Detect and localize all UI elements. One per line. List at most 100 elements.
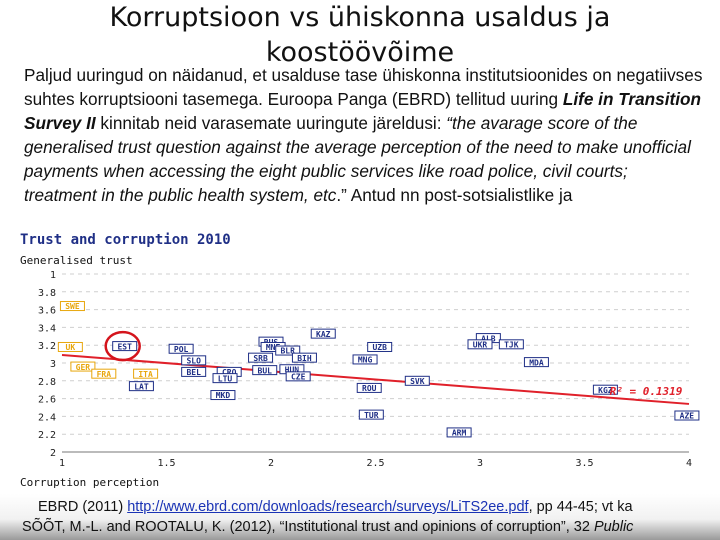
point-label: UK — [66, 343, 76, 352]
data-point-aze: AZE — [674, 410, 700, 421]
data-point-rou: ROU — [356, 382, 382, 393]
trendline — [61, 353, 690, 405]
data-point-bih: BIH — [291, 352, 317, 363]
point-marker — [91, 368, 117, 379]
data-point-blr: BLR — [275, 345, 301, 356]
point-marker — [467, 339, 493, 350]
y-tick-label: 2 — [50, 448, 56, 459]
point-label: UKR — [473, 341, 488, 350]
point-marker — [404, 375, 430, 386]
point-marker — [275, 345, 301, 356]
point-marker — [210, 390, 236, 401]
point-marker — [592, 384, 618, 395]
data-point-pol: POL — [168, 343, 194, 354]
point-marker — [291, 352, 317, 363]
data-point-tur: TUR — [358, 409, 384, 420]
trust-corruption-chart: Trust and corruption 2010 Generalised tr… — [20, 232, 700, 489]
data-point-fra: FRA — [91, 368, 117, 379]
point-label: UZB — [372, 343, 387, 352]
data-point-srb: SRB — [248, 352, 274, 363]
point-marker — [59, 301, 85, 312]
point-marker — [112, 341, 138, 352]
point-label: BIH — [297, 354, 312, 363]
body-paragraph: Paljud uuringud on näidanud, et usalduse… — [24, 63, 704, 207]
point-marker — [181, 366, 207, 377]
citation-line-2: SÕÕT, M.-L. and ROOTALU, K. (2012), “Ins… — [22, 516, 633, 538]
survey-name: Life in Transition Survey II — [24, 89, 701, 133]
point-label: MNG — [358, 356, 373, 365]
y-tick-label: 2.2 — [38, 430, 56, 441]
data-point-bul: BUL — [252, 365, 278, 376]
point-label: POL — [174, 345, 189, 354]
data-point-est: EST — [104, 330, 141, 362]
citation-prefix: EBRD (2011) — [38, 499, 128, 515]
point-label: HUN — [285, 365, 300, 374]
point-label: ALB — [481, 334, 496, 343]
footer-citation: EBRD (2011) http://www.ebrd.com/download… — [0, 494, 720, 540]
point-label: TJK — [504, 341, 519, 350]
data-point-ger: GER — [70, 361, 96, 372]
point-label: LAT — [134, 382, 149, 391]
data-point-mng: MNG — [352, 354, 378, 365]
point-marker — [181, 355, 207, 366]
point-marker — [285, 371, 311, 382]
citation-journal: Public — [593, 519, 634, 535]
point-label: GER — [76, 363, 91, 372]
point-marker — [310, 328, 336, 339]
highlight-circle — [104, 330, 141, 362]
data-point-ltu: LTU — [212, 373, 238, 383]
point-marker — [498, 339, 524, 350]
data-point-arm: ARM — [446, 427, 472, 438]
data-point-kaz: KAZ — [310, 328, 336, 339]
x-tick-label: 2.5 — [366, 458, 384, 469]
point-marker — [446, 427, 472, 438]
point-marker — [367, 341, 393, 352]
point-marker — [133, 368, 159, 379]
chart-title: Trust and corruption 2010 — [20, 232, 231, 248]
data-point-lat: LAT — [128, 381, 154, 392]
point-label: LTU — [218, 374, 233, 383]
point-marker — [128, 381, 154, 392]
point-label: ITA — [138, 370, 153, 379]
survey-quote: “the avarage score of the generalised tr… — [24, 113, 691, 205]
para-intro: Paljud uuringud on näidanud, et usalduse… — [24, 65, 703, 109]
point-marker — [252, 365, 278, 376]
data-point-uk: UK — [57, 341, 83, 352]
point-label: MNE — [266, 343, 281, 352]
y-tick-label: 3.8 — [38, 288, 56, 299]
x-tick-label: 3.5 — [575, 458, 593, 469]
x-tick-label: 1.5 — [157, 458, 175, 469]
citation-line-1: EBRD (2011) http://www.ebrd.com/download… — [38, 496, 633, 518]
point-label: BEL — [186, 368, 201, 377]
data-point-mda: MDA — [523, 357, 549, 367]
chart-x-axis-label: Corruption perception — [20, 476, 159, 489]
y-tick-label: 3 — [50, 359, 56, 370]
point-marker — [248, 352, 274, 363]
point-label: ARM — [452, 429, 467, 438]
point-marker — [352, 354, 378, 365]
point-label: KAZ — [316, 330, 331, 339]
point-label: EST — [117, 342, 132, 351]
point-label: FRA — [97, 370, 112, 379]
point-label: SRB — [253, 354, 268, 363]
point-label: BUL — [258, 366, 273, 375]
x-tick-label: 1 — [59, 458, 65, 469]
chart-x-ticks: 1 1.5 2 2.5 3 3.5 4 — [59, 458, 692, 469]
ebrd-report-link[interactable]: http://www.ebrd.com/downloads/research/s… — [127, 499, 529, 515]
data-point-mkd: MKD — [210, 390, 236, 401]
data-point-swe: SWE — [59, 301, 85, 312]
point-label: KGZ — [598, 386, 613, 395]
data-point-slo: SLO — [181, 355, 207, 366]
y-tick-label: 2.4 — [38, 412, 56, 423]
point-marker — [57, 341, 83, 352]
para-tail: .” Antud nn post-sotsialistlike ja — [336, 185, 573, 205]
chart-y-ticks: 1 3.8 3.6 3.4 3.2 3 2.8 2.6 2.4 2.2 2 — [38, 270, 56, 459]
point-label: BLR — [280, 347, 295, 356]
point-marker — [356, 382, 382, 393]
chart-y-axis-label: Generalised trust — [20, 254, 133, 267]
chart-trendline-group — [61, 353, 690, 405]
y-tick-label: 3.4 — [38, 323, 56, 334]
data-point-bel: BEL — [181, 366, 207, 377]
data-point-svk: SVK — [404, 375, 430, 386]
